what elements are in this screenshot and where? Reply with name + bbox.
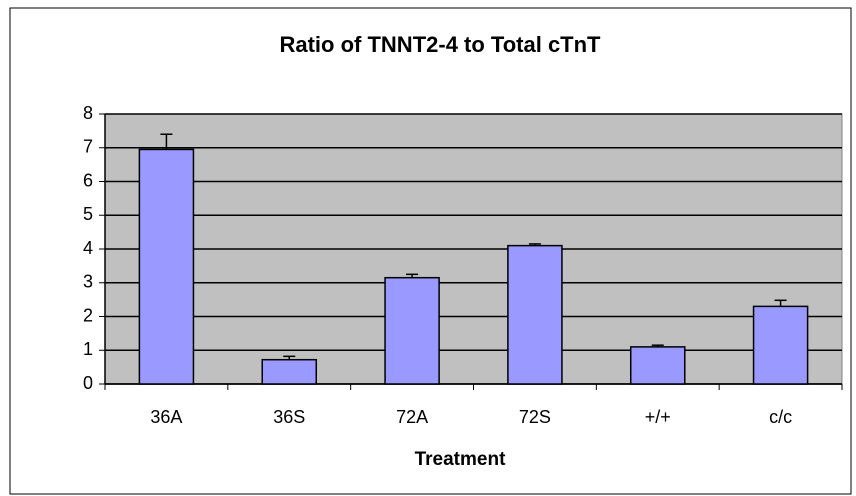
error-bar	[283, 355, 296, 360]
error-bar	[406, 273, 419, 278]
x-tick-label: 36S	[273, 407, 305, 427]
y-tick-label: 0	[83, 373, 93, 393]
error-bar	[774, 299, 787, 307]
bar	[384, 276, 440, 385]
x-tick-label: 72A	[396, 407, 428, 427]
error-bar	[160, 133, 173, 150]
y-tick-label: 6	[83, 170, 93, 190]
bar	[138, 148, 195, 385]
y-tick-label: 8	[83, 103, 93, 123]
x-axis-title: Treatment	[415, 449, 506, 470]
chart-title: Ratio of TNNT2-4 to Total cTnT	[279, 32, 601, 57]
error-bar	[528, 243, 541, 246]
x-tick-label: +/+	[645, 407, 671, 427]
y-tick-label: 2	[83, 305, 93, 325]
x-tick-label: 36A	[150, 407, 182, 427]
y-tick-label: 4	[83, 238, 93, 258]
y-tick-label: 7	[83, 137, 93, 157]
x-tick-label: 72S	[519, 407, 551, 427]
y-tick-label: 3	[83, 272, 93, 292]
y-tick-label: 5	[83, 204, 93, 224]
bar	[261, 358, 318, 385]
error-bar	[651, 344, 664, 347]
y-tick-label: 1	[83, 339, 93, 359]
x-tick-label: c/c	[769, 407, 792, 427]
bar	[752, 305, 809, 385]
bar	[507, 244, 563, 385]
bar	[629, 346, 686, 385]
